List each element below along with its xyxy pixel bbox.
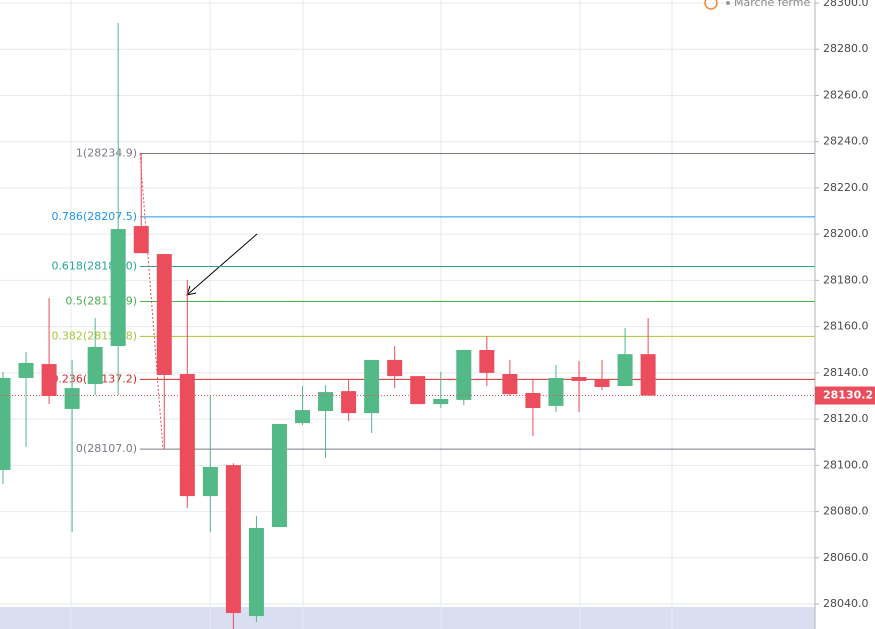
candle-body — [640, 354, 656, 396]
candle-body — [248, 527, 264, 617]
last-price-label: 28130.2 — [823, 389, 873, 402]
y-tick-label: 28220.0 — [823, 181, 869, 194]
y-tick-label: 28080.0 — [823, 505, 869, 518]
y-tick-label: 28120.0 — [823, 412, 869, 425]
y-tick-label: 28040.0 — [823, 597, 869, 610]
fib-trend — [139, 153, 164, 450]
candle-body — [110, 229, 126, 347]
candle-body — [525, 392, 541, 409]
candle-body — [456, 349, 472, 400]
fib-label: 0.5(28170.9) — [65, 294, 137, 307]
candle-body — [571, 377, 587, 381]
candle-body — [64, 388, 80, 409]
candle-body — [271, 423, 287, 528]
fib-label: 0.786(28207.5) — [51, 210, 137, 223]
status-dot — [726, 1, 730, 5]
candle-body — [225, 465, 241, 614]
candle-body — [179, 374, 195, 497]
candle-body — [0, 377, 11, 470]
candle-body — [41, 364, 57, 396]
y-tick-label: 28200.0 — [823, 227, 869, 240]
status-icon — [704, 0, 718, 10]
volume-band — [0, 607, 815, 629]
candle-body — [410, 376, 426, 405]
y-tick-label: 28180.0 — [823, 273, 869, 286]
candle-body — [156, 254, 172, 375]
y-tick-label: 28140.0 — [823, 366, 869, 379]
candle-body — [87, 346, 103, 384]
candle-body — [387, 359, 403, 377]
candle-body — [18, 362, 34, 378]
y-tick-label: 28260.0 — [823, 88, 869, 101]
candle-body — [364, 359, 380, 414]
candle-body — [133, 226, 149, 254]
y-tick-label: 28280.0 — [823, 42, 869, 55]
arrow — [186, 233, 258, 296]
y-tick-label: 28240.0 — [823, 135, 869, 148]
y-tick-label: 28300.0 — [823, 0, 869, 9]
candle-body — [594, 380, 610, 387]
y-tick-label: 28100.0 — [823, 458, 869, 471]
candle-body — [318, 392, 334, 412]
candle-body — [202, 466, 218, 497]
market-status: Marché fermé — [734, 0, 810, 9]
candle-body — [617, 354, 633, 387]
candle-body — [341, 391, 357, 414]
candle-body — [433, 398, 449, 405]
last-price-box — [815, 386, 875, 405]
candle-body — [479, 349, 495, 373]
y-tick-label: 28060.0 — [823, 551, 869, 564]
candle-body — [548, 377, 564, 406]
candle-body — [295, 410, 311, 424]
vertical-grid — [70, 0, 673, 629]
fib-label: 0(28107.0) — [76, 442, 137, 455]
candle-body — [502, 374, 518, 395]
y-tick-label: 28160.0 — [823, 320, 869, 333]
fib-label: 1(28234.9) — [76, 146, 137, 159]
